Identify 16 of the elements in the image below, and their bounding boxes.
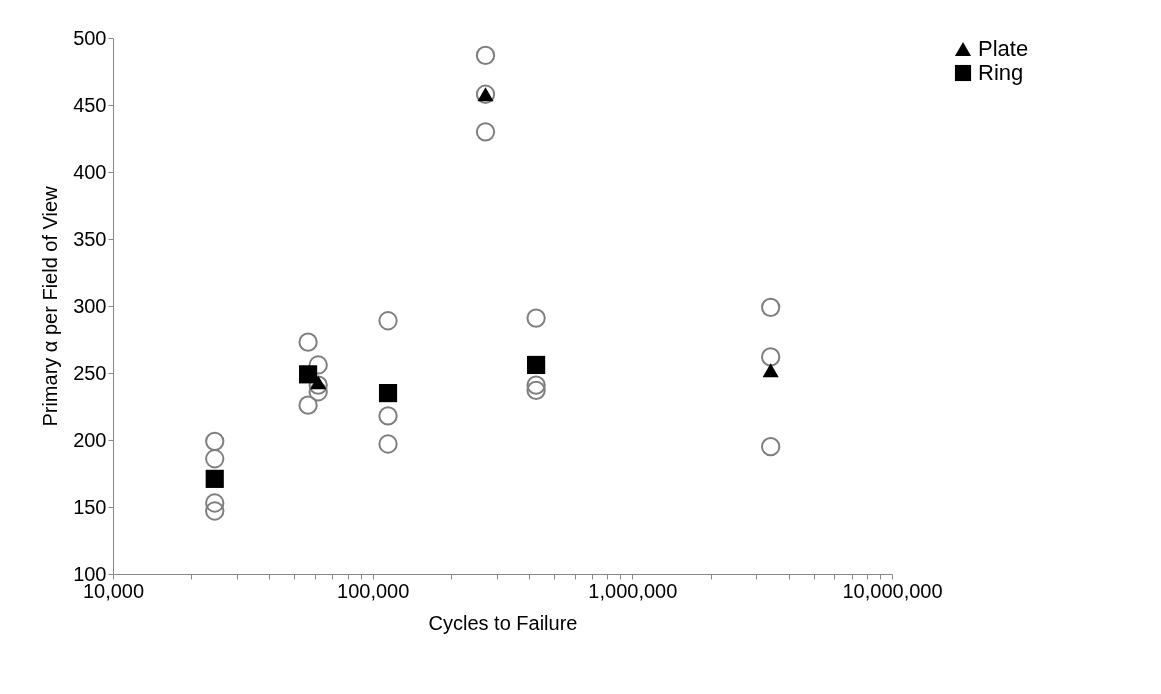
x-tick-label: 1,000,000 — [588, 579, 678, 602]
y-tick-label: 250 — [73, 361, 107, 384]
x-axis-title: Cycles to Failure — [428, 611, 578, 634]
y-tick-label: 350 — [73, 227, 107, 250]
y-tick-label: 200 — [73, 428, 107, 451]
y-axis-title: Primary α per Field of View — [39, 185, 62, 427]
x-tick-label: 100,000 — [337, 579, 410, 602]
legend-label: Plate — [978, 36, 1029, 61]
legend-label: Ring — [978, 60, 1024, 85]
y-tick-label: 100 — [73, 562, 107, 585]
y-tick-label: 450 — [73, 93, 107, 116]
x-tick-label: 10,000,000 — [842, 579, 943, 602]
y-tick-label: 400 — [73, 160, 107, 183]
y-tick-label: 150 — [73, 495, 107, 518]
y-tick-label: 300 — [73, 294, 107, 317]
y-tick-label: 500 — [73, 26, 107, 49]
